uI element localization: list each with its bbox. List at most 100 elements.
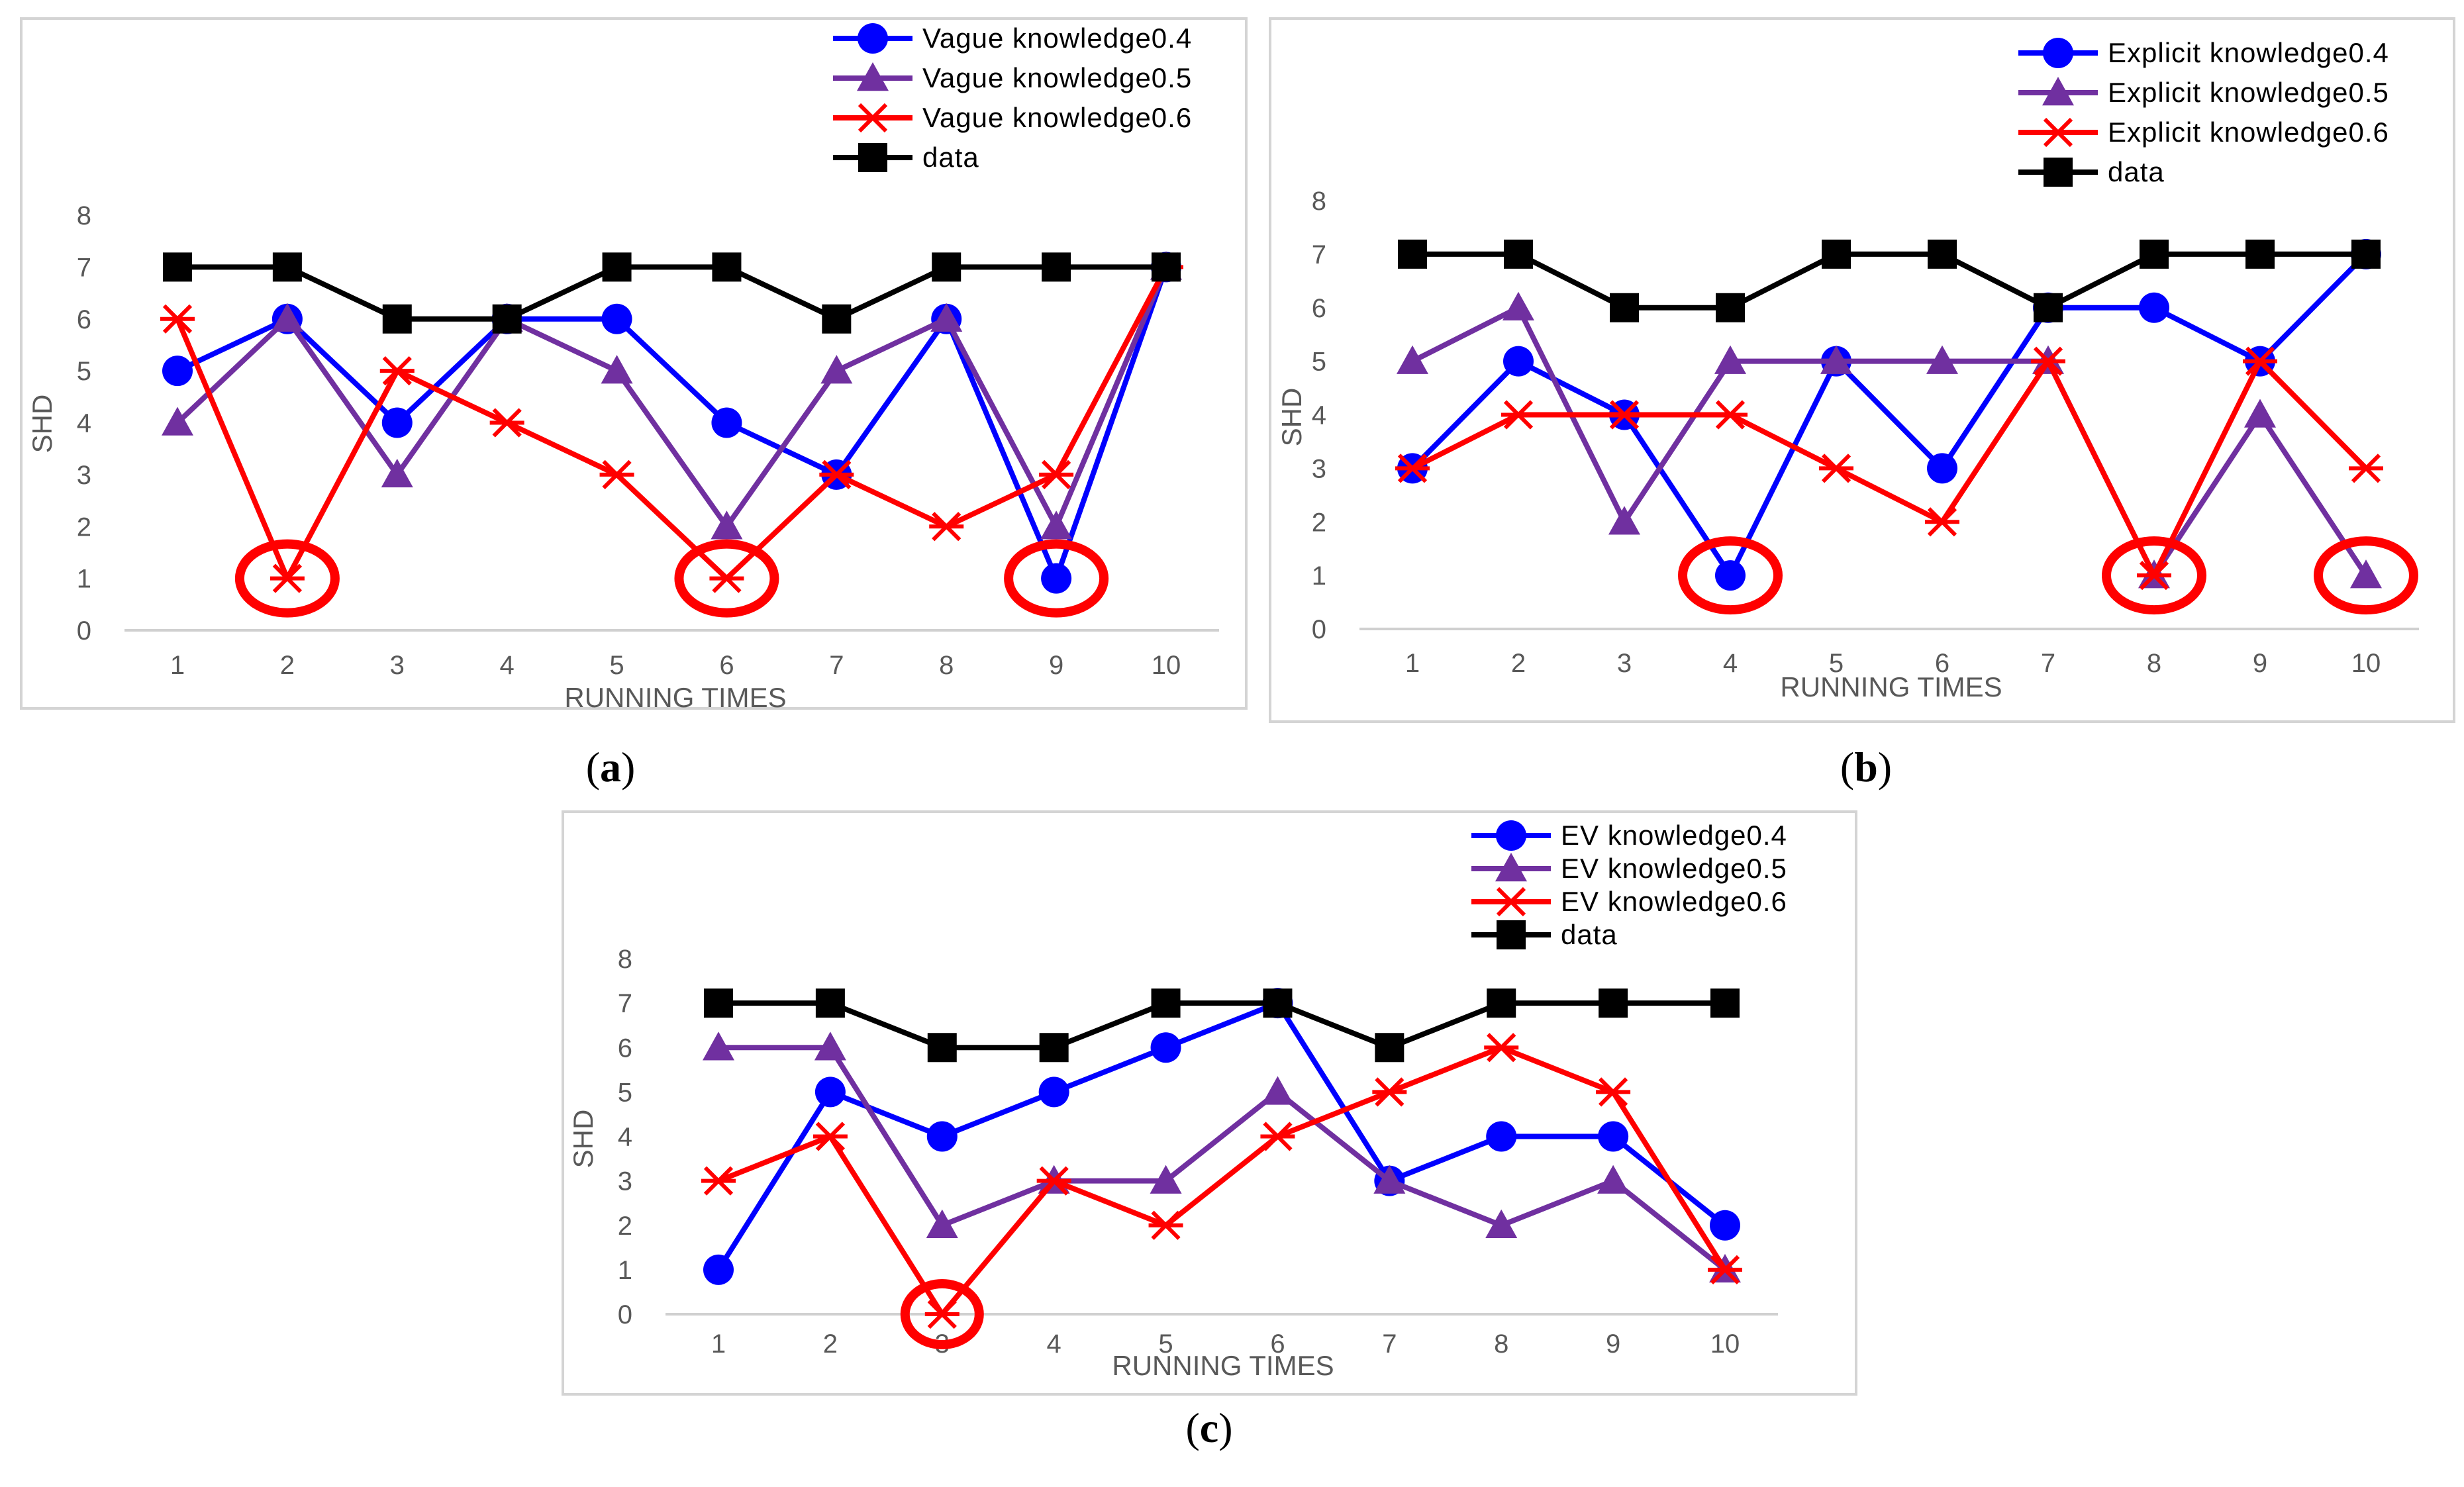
series-line-3	[717, 1045, 1728, 1317]
highlight-circle	[1004, 539, 1109, 618]
series-3-point-4	[1036, 1166, 1071, 1196]
series-4-point-10	[2351, 239, 2381, 269]
y-tick-label: 1	[1312, 561, 1326, 591]
series-line-4	[718, 1000, 1725, 1051]
series-3-point-1	[1395, 454, 1430, 483]
series-4-point-4	[492, 304, 522, 334]
y-tick-label: 0	[77, 616, 91, 646]
series-2-point-7	[1373, 1165, 1406, 1194]
series-2-point-5	[1820, 345, 1852, 374]
series-2-point-1	[1397, 345, 1428, 374]
series-4-point-8	[2140, 239, 2169, 269]
series-1-point-2	[814, 1077, 846, 1108]
series-3-point-7	[1372, 1077, 1407, 1107]
series-4-point-8	[1487, 988, 1516, 1018]
legend-marker-1	[1496, 820, 1526, 851]
series-3-point-10	[1708, 1255, 1742, 1285]
series-2-point-10	[2350, 559, 2382, 589]
series-1-point-9	[1041, 563, 1072, 594]
x-tick-label: 9	[1049, 651, 1063, 680]
x-tick-label: 3	[390, 651, 405, 680]
y-axis-title: SHD	[1276, 388, 1307, 447]
series-line-2	[175, 265, 1169, 530]
legend-label-3: Vague knowledge0.6	[922, 102, 1192, 133]
series-2-point-6	[1261, 1076, 1294, 1105]
series-3-point-8	[1484, 1033, 1519, 1063]
highlight-circle	[2102, 536, 2206, 615]
series-line-4	[1412, 251, 2366, 311]
series-1-point-3	[381, 407, 413, 438]
legend-label-4: data	[922, 142, 979, 173]
series-3-point-4	[1713, 400, 1748, 430]
series-2-point-3	[1608, 506, 1640, 535]
y-tick-label: 0	[1312, 615, 1326, 644]
legend-label-1: EV knowledge0.4	[1561, 820, 1787, 851]
y-tick-label: 1	[77, 565, 91, 594]
legend-marker-2	[2042, 77, 2074, 106]
x-tick-label: 1	[1405, 649, 1420, 678]
panel-caption: (b)	[1840, 744, 1892, 791]
series-4-point-7	[822, 304, 852, 334]
legend-marker-2	[857, 62, 889, 91]
series-3-point-3	[924, 1299, 960, 1329]
series-4-point-5	[1822, 239, 1851, 269]
x-tick-label: 3	[1617, 649, 1632, 678]
series-3-point-9	[1039, 459, 1074, 489]
x-tick-label: 10	[1152, 651, 1181, 680]
series-3-point-9	[1596, 1077, 1631, 1107]
panel-caption: (a)	[586, 744, 636, 791]
x-tick-label: 7	[829, 651, 844, 680]
series-4-point-10	[1152, 252, 1181, 282]
highlight-circle	[900, 1279, 984, 1349]
legend-label-2: Vague knowledge0.5	[922, 62, 1192, 93]
series-1-point-2	[1503, 346, 1534, 377]
legend-label-2: EV knowledge0.5	[1561, 853, 1787, 884]
legend-marker-4	[2044, 158, 2073, 187]
series-4-point-1	[704, 988, 733, 1018]
series-1-point-8	[2139, 292, 2169, 323]
series-4-point-6	[712, 252, 742, 282]
series-4-point-4	[1716, 293, 1745, 322]
series-3-point-7	[2031, 346, 2065, 376]
series-line-1	[176, 266, 1169, 581]
series-3-point-3	[379, 356, 415, 386]
x-tick-label: 7	[2041, 649, 2055, 678]
y-tick-label: 8	[618, 945, 632, 974]
chart-frame	[20, 17, 1248, 710]
x-tick-label: 10	[2351, 649, 2381, 678]
x-tick-label: 5	[1829, 649, 1844, 678]
series-3-point-6	[709, 563, 744, 593]
series-2-point-5	[1150, 1165, 1182, 1194]
series-3-point-6	[1260, 1122, 1295, 1151]
series-4-point-8	[932, 252, 961, 282]
x-tick-label: 9	[2253, 649, 2267, 678]
x-tick-label: 4	[500, 651, 515, 680]
series-4-point-5	[602, 252, 632, 282]
y-tick-label: 7	[77, 253, 91, 282]
y-tick-label: 4	[618, 1123, 632, 1152]
series-2-point-9	[2244, 399, 2276, 428]
x-tick-label: 7	[1382, 1329, 1397, 1359]
x-tick-label: 8	[1494, 1329, 1508, 1359]
series-4-point-3	[927, 1033, 957, 1063]
y-tick-label: 6	[77, 305, 91, 334]
series-1-point-6	[1927, 453, 1957, 484]
series-3-point-8	[929, 512, 964, 542]
x-tick-label: 2	[823, 1329, 838, 1359]
y-tick-label: 2	[77, 512, 91, 542]
series-4-point-6	[1928, 239, 1957, 269]
series-1-point-4	[1038, 1077, 1069, 1108]
series-4-point-4	[1039, 1033, 1069, 1063]
series-4-point-9	[2245, 239, 2275, 269]
series-1-point-1	[162, 356, 193, 387]
series-3-point-2	[270, 563, 305, 593]
series-3-point-3	[1607, 400, 1642, 430]
series-3-point-5	[599, 459, 634, 489]
series-3-point-1	[160, 304, 195, 334]
series-1-point-9	[1598, 1121, 1629, 1152]
x-axis-title: RUNNING TIMES	[564, 682, 786, 713]
series-3-point-7	[819, 459, 854, 489]
series-1-point-10	[1710, 1210, 1740, 1241]
x-axis-title: RUNNING TIMES	[1780, 671, 2002, 702]
series-4-point-2	[815, 988, 845, 1018]
